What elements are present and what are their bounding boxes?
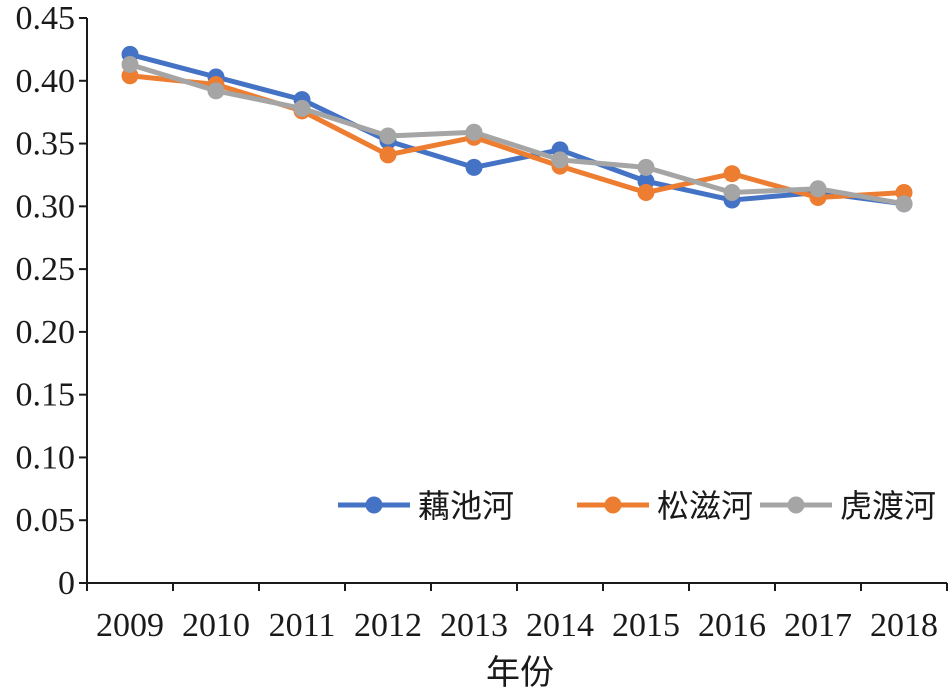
y-tick-label: 0.30 [16,188,76,225]
y-tick-label: 0.40 [16,63,76,100]
x-tick-label: 2018 [870,607,938,644]
legend-item: 松滋河 [577,487,753,525]
legend-swatch-marker [365,496,383,514]
x-tick-label: 2009 [96,607,164,644]
x-tick-label: 2017 [784,607,852,644]
series-layer [121,45,913,213]
legend-swatch-marker [604,496,622,514]
y-tick-label: 0.10 [16,439,76,476]
data-point [895,195,913,213]
legend-item: 虎渡河 [760,487,936,525]
data-point [723,165,741,183]
series-3 [121,55,913,213]
series-line [127,51,907,207]
data-point [121,55,139,73]
y-axis: 0 0.05 0.10 0.15 0.20 0.25 0.30 0.35 0.40 0.45 [16,0,88,602]
x-tick-label: 2014 [526,607,594,644]
x-axis-title: 年份 [486,653,554,693]
series-line [127,61,907,207]
data-point [465,123,483,141]
data-point [637,158,655,176]
legend: 藕池河 松滋河 虎渡河 [338,487,936,525]
legend-label: 虎渡河 [840,487,936,525]
y-tick-label: 0.25 [16,251,76,288]
y-tick-label: 0.15 [16,377,76,414]
legend-item: 藕池河 [338,487,514,525]
series-line [127,73,907,201]
x-tick-label: 2012 [354,607,422,644]
data-point [809,180,827,198]
data-point [207,82,225,100]
y-tick-label: 0.35 [16,126,76,163]
legend-label: 松滋河 [657,487,753,525]
y-tick-label: 0 [58,565,75,602]
y-tick-label: 0.20 [16,314,76,351]
legend-label: 藕池河 [418,487,514,525]
data-point [551,151,569,169]
y-tick-label: 0.05 [16,502,76,539]
x-tick-label: 2015 [612,607,680,644]
y-tick-label: 0.45 [16,0,76,37]
x-tick-label: 2016 [698,607,766,644]
data-point [723,184,741,202]
data-point [637,184,655,202]
data-point [379,127,397,145]
x-axis: 2009 2010 2011 2012 2013 2014 2015 2016 2017 2018 [86,582,948,644]
data-point [465,158,483,176]
data-point [293,99,311,117]
x-tick-label: 2011 [269,607,336,644]
data-point [379,146,397,164]
x-tick-label: 2010 [182,607,250,644]
series-2 [121,67,913,207]
x-tick-label: 2013 [440,607,508,644]
legend-swatch-marker [787,496,805,514]
